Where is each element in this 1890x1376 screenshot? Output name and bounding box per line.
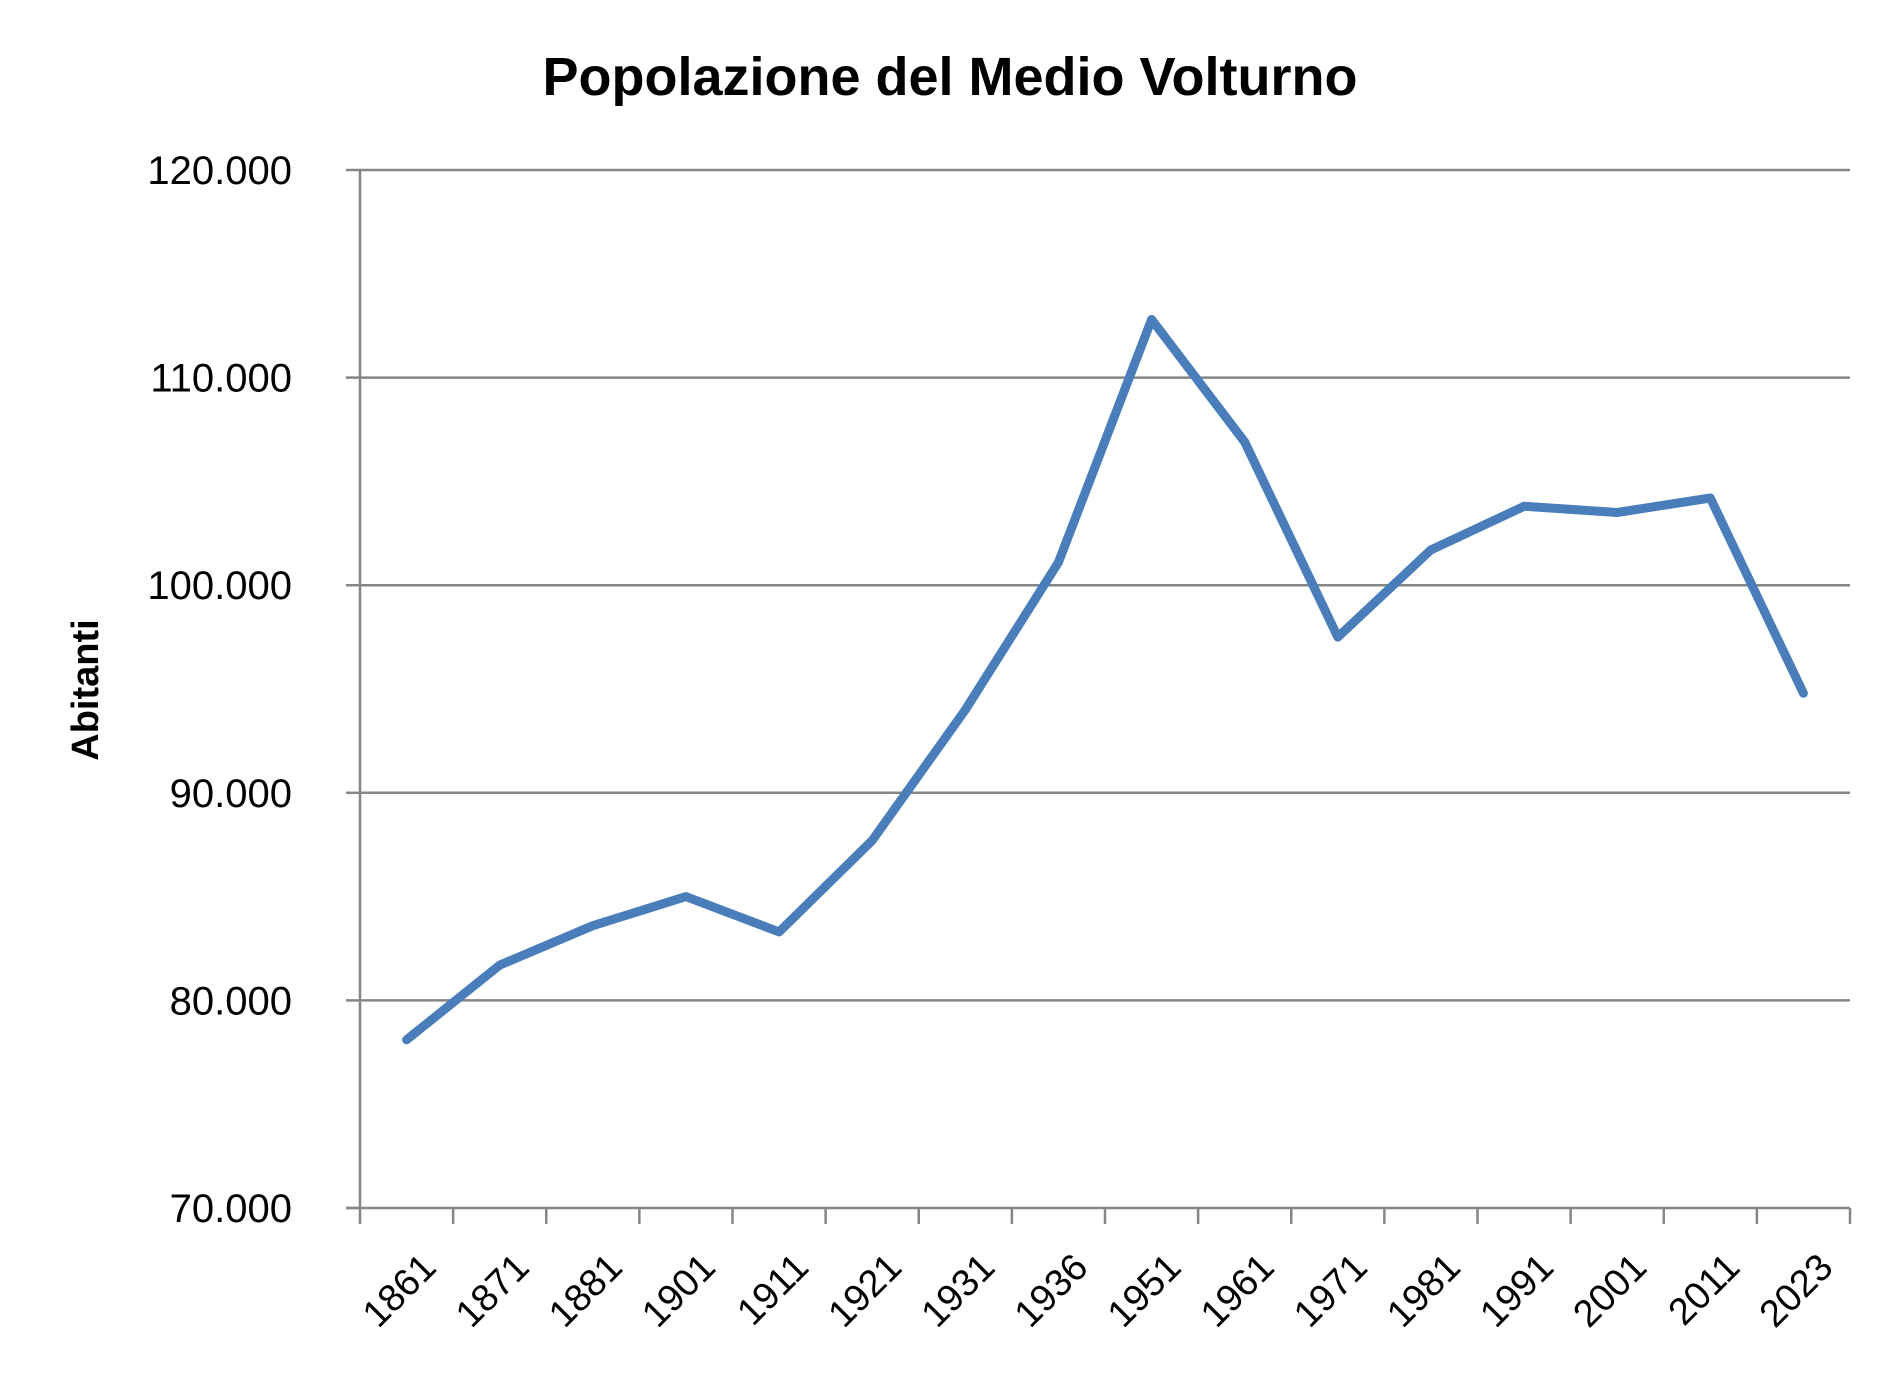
x-tick-label: 1881 (541, 1246, 630, 1335)
x-tick-label: 2023 (1752, 1246, 1841, 1335)
chart-title: Popolazione del Medio Volturno (543, 47, 1358, 107)
y-tick-label: 90.000 (170, 772, 292, 816)
data-point (964, 708, 967, 711)
data-point (1616, 511, 1619, 514)
series (402, 315, 1808, 1045)
x-tick-label: 1931 (914, 1246, 1003, 1335)
data-point (684, 895, 687, 898)
x-tick-label: 1981 (1379, 1246, 1468, 1335)
x-tick-label: 1936 (1007, 1246, 1096, 1335)
x-tick-label: 1971 (1286, 1246, 1375, 1335)
gridlines (360, 168, 1850, 1002)
x-tick-label: 2011 (1661, 1246, 1748, 1333)
x-tick-label: 1871 (448, 1246, 537, 1335)
series-line (402, 315, 1808, 1045)
x-tick-label: 1951 (1100, 1246, 1189, 1335)
x-tick-label: 1991 (1472, 1246, 1561, 1335)
data-point (1523, 505, 1526, 508)
y-tick-label: 80.000 (170, 979, 292, 1023)
data-point (1150, 318, 1153, 321)
x-tick-label: 2001 (1566, 1246, 1655, 1335)
data-point (1802, 692, 1805, 695)
x-tick-label: 1921 (821, 1246, 910, 1335)
y-tick-label: 110.000 (150, 357, 292, 401)
data-point (1429, 548, 1432, 551)
x-tick-label: 1961 (1193, 1246, 1282, 1335)
data-point (498, 964, 501, 967)
data-point (1057, 561, 1060, 564)
axes (346, 168, 1852, 1224)
data-point (1243, 441, 1246, 443)
x-tick-label: 1911 (729, 1246, 816, 1333)
data-point (405, 1038, 408, 1041)
data-point (1336, 636, 1339, 639)
x-tick-label: 1861 (355, 1246, 444, 1335)
data-point (591, 924, 594, 927)
x-tick-labels: 1861 1871 1881 1901 1911 1921 1931 1936 1951 1961… (355, 1246, 1841, 1335)
x-tick-label: 1901 (634, 1246, 723, 1335)
y-tick-label: 100.000 (147, 564, 292, 608)
y-tick-labels: 70.000 80.000 90.000 100.000 110.000 120.000 (147, 149, 292, 1231)
data-point (778, 930, 781, 933)
y-axis-label: Abitanti (65, 619, 107, 760)
data-point (1709, 497, 1712, 499)
y-tick-label: 70.000 (170, 1187, 292, 1231)
data-point (871, 839, 874, 842)
y-tick-label: 120.000 (147, 149, 292, 193)
